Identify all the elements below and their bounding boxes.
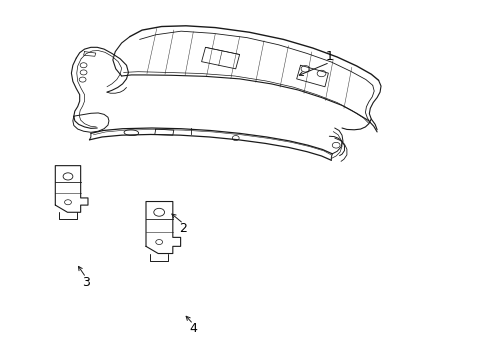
Text: 4: 4 [189, 322, 197, 335]
Text: 1: 1 [325, 50, 333, 63]
Text: 3: 3 [82, 276, 90, 289]
Text: 2: 2 [179, 222, 187, 235]
